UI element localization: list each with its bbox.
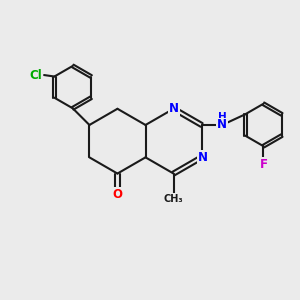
Text: O: O xyxy=(112,188,122,201)
Text: CH₃: CH₃ xyxy=(164,194,183,204)
Text: Cl: Cl xyxy=(29,68,42,82)
Text: F: F xyxy=(260,158,267,171)
Text: N: N xyxy=(198,151,208,164)
Text: N: N xyxy=(217,118,227,131)
Text: H: H xyxy=(218,112,226,122)
Text: N: N xyxy=(169,102,178,115)
